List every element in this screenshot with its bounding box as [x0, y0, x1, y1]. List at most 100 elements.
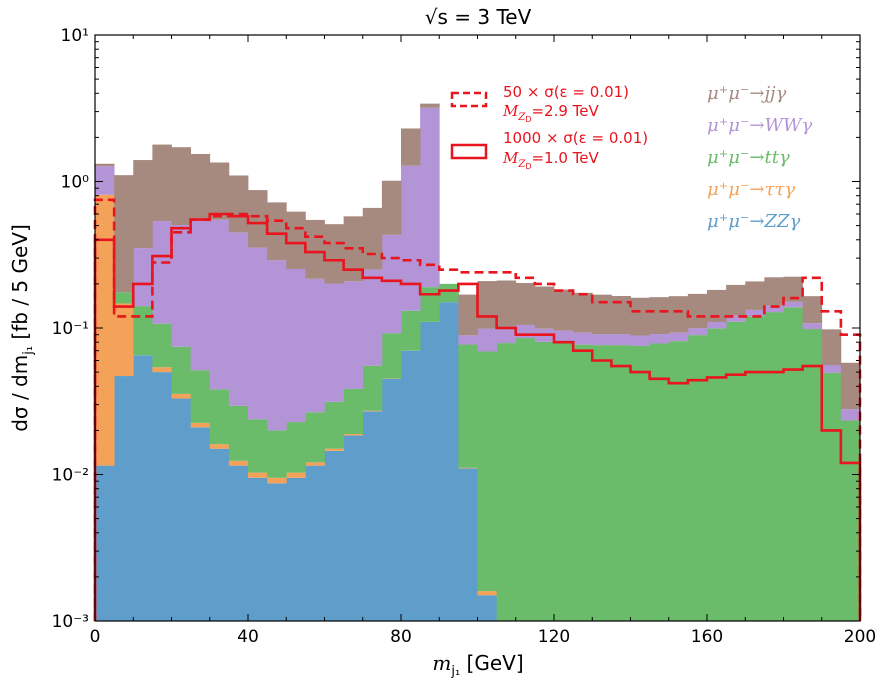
bar-segment-4-9 — [267, 202, 287, 261]
bar-segment-3-35 — [764, 305, 784, 313]
x-tick-label-0: 0 — [90, 627, 101, 647]
x-axis-title: mj₁ [GeV] — [432, 651, 523, 679]
bar-segment-3-21 — [496, 327, 517, 344]
bar-segment-2-24 — [554, 342, 574, 621]
bar-segment-3-11 — [305, 278, 325, 413]
bar-segment-2-25 — [573, 344, 593, 621]
bar-segment-4-30 — [668, 296, 689, 333]
bar-segment-2-7 — [228, 405, 249, 461]
bar-segment-0-9 — [267, 483, 287, 621]
y-axis-title-sub: j₁ — [21, 346, 36, 356]
bar-segment-0-3 — [152, 372, 172, 621]
bar-segment-2-33 — [726, 321, 746, 621]
bar-segment-4-8 — [248, 190, 268, 248]
legend-dashed-label: 50 × σ(ε = 0.01) — [503, 83, 629, 101]
bar-segment-3-20 — [477, 328, 498, 352]
bar-segment-4-32 — [707, 289, 727, 322]
y-tick-label-0: 10⁻³ — [52, 612, 89, 632]
plot-frame — [94, 34, 861, 622]
bar-segment-3-26 — [592, 334, 612, 346]
bar-segment-2-21 — [496, 343, 517, 621]
signal-legend: 50 × σ(ε = 0.01) MZD=2.9 TeV 1000 × σ(ε … — [450, 83, 648, 171]
bar-segment-4-21 — [496, 280, 517, 328]
bar-segment-3-14 — [362, 269, 383, 366]
bar-segment-3-34 — [745, 309, 765, 317]
bar-segment-4-14 — [362, 207, 383, 270]
bar-segment-4-3 — [152, 144, 172, 222]
signal-line-1 — [93, 212, 862, 621]
bar-segment-0-16 — [401, 350, 421, 621]
bar-segment-2-16 — [401, 310, 421, 351]
bar-segment-4-27 — [611, 295, 631, 335]
y-tick-label-1: 10⁻² — [52, 466, 89, 486]
bar-segment-4-20 — [477, 281, 498, 329]
bar-segment-3-9 — [267, 260, 287, 431]
x-axis-title-sub: j₁ — [450, 664, 460, 679]
bar-segment-3-6 — [209, 219, 230, 390]
bar-segment-4-4 — [171, 147, 192, 226]
y-axis-title: dσ / dmj₁ [fb / 5 GeV] — [8, 224, 36, 432]
bar-segment-4-1 — [114, 175, 134, 293]
legend-dashed-mass-symbol: M — [502, 102, 519, 120]
bar-segment-4-28 — [630, 297, 651, 336]
bar-segment-0-11 — [305, 465, 325, 621]
bar-segment-3-28 — [630, 335, 651, 346]
bar-segment-1-9 — [267, 477, 287, 484]
bar-segment-3-17 — [420, 107, 440, 288]
bar-segment-4-34 — [745, 281, 765, 310]
bar-segment-2-5 — [190, 370, 211, 423]
bar-segment-0-19 — [458, 468, 478, 621]
bar-segment-0-7 — [228, 465, 249, 621]
bar-segment-3-12 — [324, 283, 345, 402]
bar-segment-1-10 — [286, 472, 306, 478]
process-label-tautau: μ⁺μ⁻→ττγ — [707, 179, 795, 200]
bar-segment-2-3 — [152, 323, 172, 368]
bar-segment-4-36 — [783, 276, 804, 302]
legend-dashed-mass: MZD=2.9 TeV — [502, 102, 600, 124]
bar-segment-2-38 — [821, 372, 842, 621]
bar-segment-4-10 — [286, 211, 306, 269]
bar-segment-3-0 — [95, 166, 115, 195]
bar-segment-3-38 — [821, 365, 842, 373]
bar-segment-3-16 — [401, 165, 421, 311]
bar-segment-1-13 — [343, 433, 364, 436]
bar-segment-0-0 — [95, 465, 115, 621]
bar-segment-3-39 — [840, 409, 861, 421]
bar-segment-2-11 — [305, 412, 325, 463]
bar-segment-2-30 — [668, 341, 689, 621]
bar-segment-4-35 — [764, 277, 784, 306]
bar-segment-4-38 — [821, 329, 842, 366]
bar-segment-4-37 — [802, 296, 823, 324]
bar-segment-3-33 — [726, 315, 746, 322]
legend-solid-mass-value: =1.0 TeV — [531, 149, 599, 167]
bar-segment-2-9 — [267, 430, 287, 478]
bar-segment-2-18 — [439, 283, 459, 303]
legend-dashed-mass-value: =2.9 TeV — [531, 102, 599, 120]
bar-segment-4-23 — [534, 286, 555, 329]
bar-segment-0-15 — [381, 378, 402, 621]
bar-segment-4-15 — [381, 180, 402, 235]
bar-segment-3-24 — [554, 330, 574, 343]
bar-segment-3-8 — [248, 247, 268, 420]
x-tick-label-40: 40 — [237, 627, 259, 647]
bar-segment-0-20 — [477, 595, 498, 621]
bar-segment-4-26 — [592, 294, 612, 335]
bar-segment-1-5 — [190, 422, 211, 428]
bar-segment-2-12 — [324, 401, 345, 449]
bar-segment-3-19 — [458, 335, 478, 345]
bar-segment-1-3 — [152, 367, 172, 373]
bar-segment-1-0 — [95, 194, 115, 466]
bar-segment-0-14 — [362, 411, 383, 621]
bar-segment-0-5 — [190, 427, 211, 621]
bar-segment-2-39 — [840, 420, 861, 621]
bar-segment-2-20 — [477, 351, 498, 592]
process-label-wwg: μ⁺μ⁻→WWγ — [707, 115, 812, 136]
bar-segment-4-11 — [305, 219, 325, 279]
bar-segment-1-4 — [171, 393, 192, 399]
legend-solid-label: 1000 × σ(ε = 0.01) — [503, 129, 648, 147]
bar-segment-2-29 — [649, 343, 670, 621]
bar-segment-4-5 — [190, 153, 211, 221]
bar-segment-4-33 — [726, 284, 746, 316]
bar-segment-0-4 — [171, 398, 192, 621]
bar-segment-2-22 — [515, 338, 536, 621]
